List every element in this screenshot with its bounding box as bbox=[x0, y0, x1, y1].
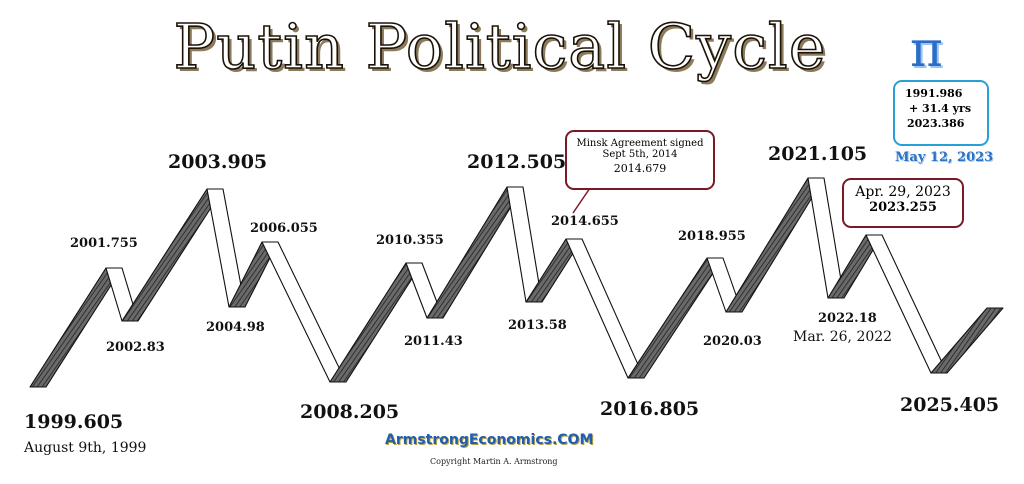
label-2011-43: 2011.43 bbox=[404, 334, 463, 349]
apr-2023-callout-box: Apr. 29, 2023 2023.255 bbox=[842, 178, 964, 228]
label-aug-9-1999: August 9th, 1999 bbox=[24, 440, 147, 456]
label-2002-83: 2002.83 bbox=[106, 340, 165, 355]
minsk-callout-box: Minsk Agreement signed Sept 5th, 2014 20… bbox=[565, 130, 715, 190]
label-2001-755: 2001.755 bbox=[70, 236, 138, 251]
minsk-line2: Sept 5th, 2014 bbox=[602, 149, 678, 160]
pi-target-date: May 12, 2023 bbox=[895, 150, 994, 165]
copyright-text: Copyright Martin A. Armstrong bbox=[430, 457, 558, 466]
label-2021-105: 2021.105 bbox=[768, 143, 868, 165]
label-2016-805: 2016.805 bbox=[600, 398, 700, 420]
ribbon-segments bbox=[29, 177, 1004, 388]
label-2010-355: 2010.355 bbox=[376, 233, 444, 248]
label-2025-405: 2025.405 bbox=[900, 394, 1000, 416]
minsk-line1: Minsk Agreement signed bbox=[576, 138, 704, 149]
label-2018-955: 2018.955 bbox=[678, 229, 746, 244]
pi-line1: 1991.986 bbox=[905, 87, 963, 100]
label-2004-98: 2004.98 bbox=[206, 320, 265, 335]
ribbon-rising-segment bbox=[930, 307, 1004, 374]
apr-line2: 2023.255 bbox=[869, 200, 937, 215]
label-2013-58: 2013.58 bbox=[508, 318, 567, 333]
label-2006-055: 2006.055 bbox=[250, 221, 318, 236]
label-2008-205: 2008.205 bbox=[300, 401, 400, 423]
label-2003-905: 2003.905 bbox=[168, 151, 268, 173]
site-name: ArmstrongEconomics.COM bbox=[385, 432, 594, 448]
apr-line1: Apr. 29, 2023 bbox=[855, 184, 951, 200]
diagram-title: Putin Political Cycle bbox=[173, 9, 827, 84]
pi-symbol-icon: π bbox=[910, 20, 943, 78]
label-2022-18: 2022.18 bbox=[818, 311, 877, 326]
label-mar-26-2022: Mar. 26, 2022 bbox=[793, 329, 893, 345]
label-1999-605: 1999.605 bbox=[24, 411, 124, 433]
pi-line3: 2023.386 bbox=[907, 117, 965, 130]
label-2020-03: 2020.03 bbox=[703, 334, 762, 349]
pi-line2: + 31.4 yrs bbox=[909, 102, 972, 115]
pi-calculation-box: 1991.986 + 31.4 yrs 2023.386 bbox=[893, 80, 989, 146]
label-2012-505: 2012.505 bbox=[467, 151, 567, 173]
minsk-line3: 2014.679 bbox=[613, 162, 667, 175]
label-2014-655: 2014.655 bbox=[551, 214, 619, 229]
